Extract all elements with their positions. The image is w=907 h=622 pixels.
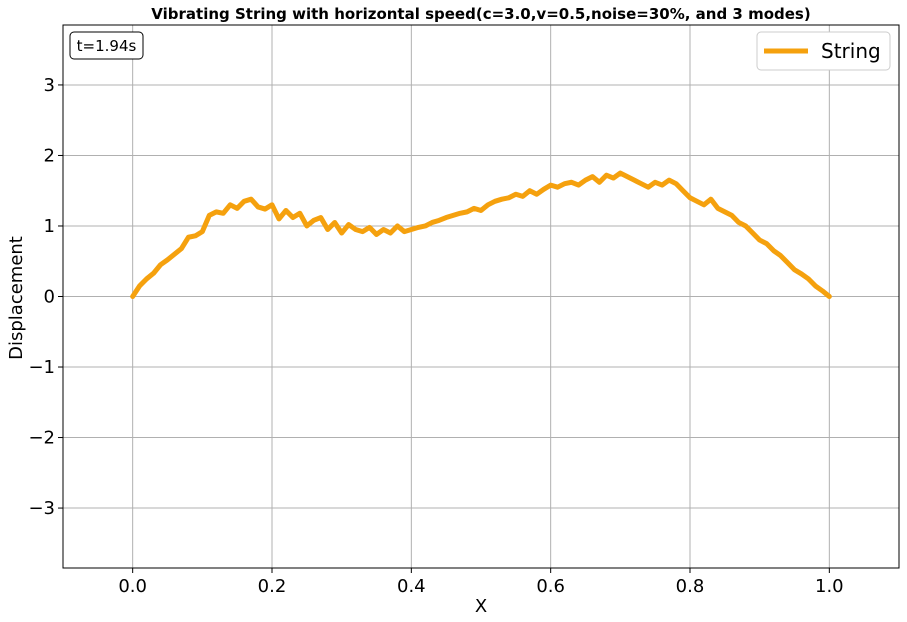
- x-tick-label: 1.0: [815, 576, 844, 597]
- y-tick-label: −1: [28, 357, 55, 378]
- legend-label-string: String: [821, 39, 881, 63]
- y-tick-label: 2: [44, 145, 55, 166]
- time-annotation: t=1.94s: [69, 31, 144, 60]
- x-tick-label: 0.6: [536, 576, 565, 597]
- ticks: [58, 84, 830, 573]
- time-annotation-text: t=1.94s: [77, 37, 137, 55]
- x-axis-label: X: [475, 596, 487, 617]
- x-tick-label: 0.4: [397, 576, 426, 597]
- x-tick-labels: 0.0 0.2 0.4 0.6 0.8 1.0: [118, 576, 843, 597]
- legend: String: [756, 31, 891, 71]
- x-tick-label: 0.2: [258, 576, 287, 597]
- y-tick-label: 1: [44, 216, 55, 237]
- legend-box: [756, 31, 891, 71]
- series-group: [130, 170, 832, 299]
- y-axis-label: Displacement: [6, 236, 27, 360]
- series-line-string: [130, 170, 832, 299]
- y-tick-label: 3: [44, 75, 55, 96]
- y-tick-label: −3: [28, 498, 55, 519]
- y-tick-label: 0: [44, 287, 55, 308]
- y-tick-label: −2: [28, 428, 55, 449]
- y-tick-labels: 3 2 1 0 −1 −2 −3: [28, 75, 55, 519]
- time-annotation-box: [69, 31, 144, 60]
- chart-title: Vibrating String with horizontal speed(c…: [151, 5, 810, 23]
- x-tick-label: 0.8: [676, 576, 705, 597]
- x-tick-label: 0.0: [118, 576, 147, 597]
